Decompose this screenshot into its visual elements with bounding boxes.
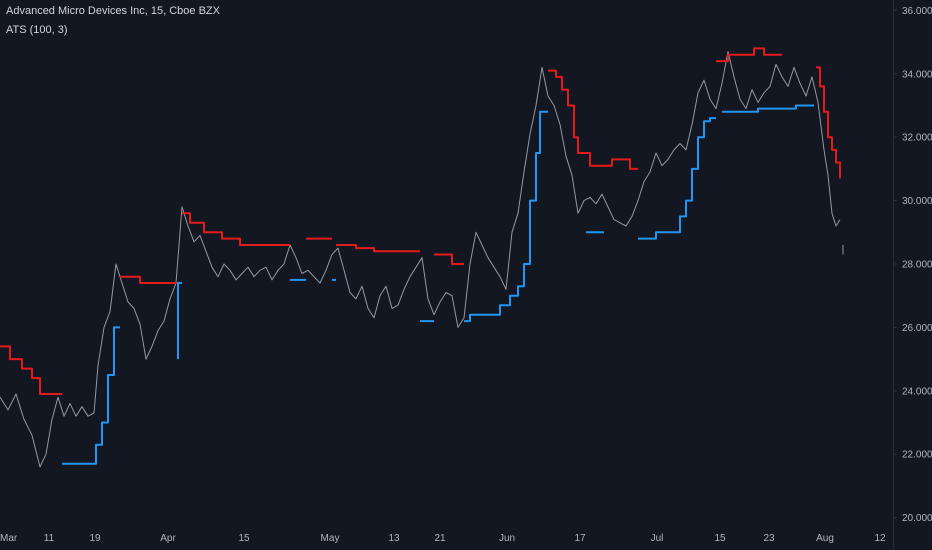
series-ats-bull-6: [464, 110, 548, 323]
series-ats-bull-8: [638, 117, 716, 240]
x-tick-label: 11: [44, 533, 55, 544]
series-ats-bear-5: [336, 244, 420, 253]
series-ats-bull-9: [722, 104, 814, 113]
x-tick-label: May: [321, 533, 340, 544]
x-tick-label: 15: [714, 533, 726, 544]
x-tick-label: 21: [434, 533, 446, 544]
series-ats-bear-6: [434, 253, 464, 265]
indicator-label[interactable]: ATS (100, 3): [6, 24, 68, 36]
x-tick-label: 23: [763, 533, 775, 544]
y-tick-label: 26.0000: [902, 323, 932, 334]
y-tick-label: 22.0000: [902, 450, 932, 461]
x-tick-label: 17: [574, 533, 586, 544]
series-ats-bull-1: [62, 326, 120, 465]
x-tick-label: 12: [874, 533, 886, 544]
series-ats-bull-2: [177, 282, 182, 360]
series-ats-bear-2: [120, 275, 178, 284]
x-tick-label: Jun: [499, 533, 515, 544]
series-ats-bear-8: [604, 158, 638, 170]
y-tick-label: 24.0000: [902, 386, 932, 397]
x-tick-label: 19: [89, 533, 101, 544]
series-ats-bear-1: [0, 345, 62, 395]
series-ats-bear-7: [548, 69, 604, 167]
chart-title: Advanced Micro Devices Inc, 15, Cboe BZX: [6, 5, 220, 17]
y-tick-label: 20.0000: [902, 513, 932, 524]
y-tick-label: 36.0000: [902, 6, 932, 17]
series-ats-bear-10: [816, 66, 841, 179]
y-tick-label: 34.0000: [902, 69, 932, 80]
x-tick-label: Mar: [0, 533, 18, 544]
series-layer: [0, 47, 844, 468]
series-ats-bear-9: [716, 47, 782, 63]
x-tick-label: Aug: [816, 533, 834, 544]
x-tick-label: 13: [388, 533, 400, 544]
time-axis[interactable]: Mar 11 19 Apr 15 May 13 21 Jun 17 Jul 15 23 Aug 12: [0, 533, 886, 544]
series-ats-bear-3: [182, 212, 290, 246]
x-tick-label: Apr: [160, 533, 176, 544]
y-tick-label: 28.0000: [902, 260, 932, 271]
x-tick-label: Jul: [651, 533, 664, 544]
x-tick-label: 15: [238, 533, 250, 544]
y-tick-label: 32.0000: [902, 133, 932, 144]
y-tick-label: 30.0000: [902, 196, 932, 207]
series-price: [0, 51, 841, 468]
price-axis[interactable]: 36.0000 34.0000 32.0000 30.0000 28.0000 26.00…: [893, 6, 932, 524]
